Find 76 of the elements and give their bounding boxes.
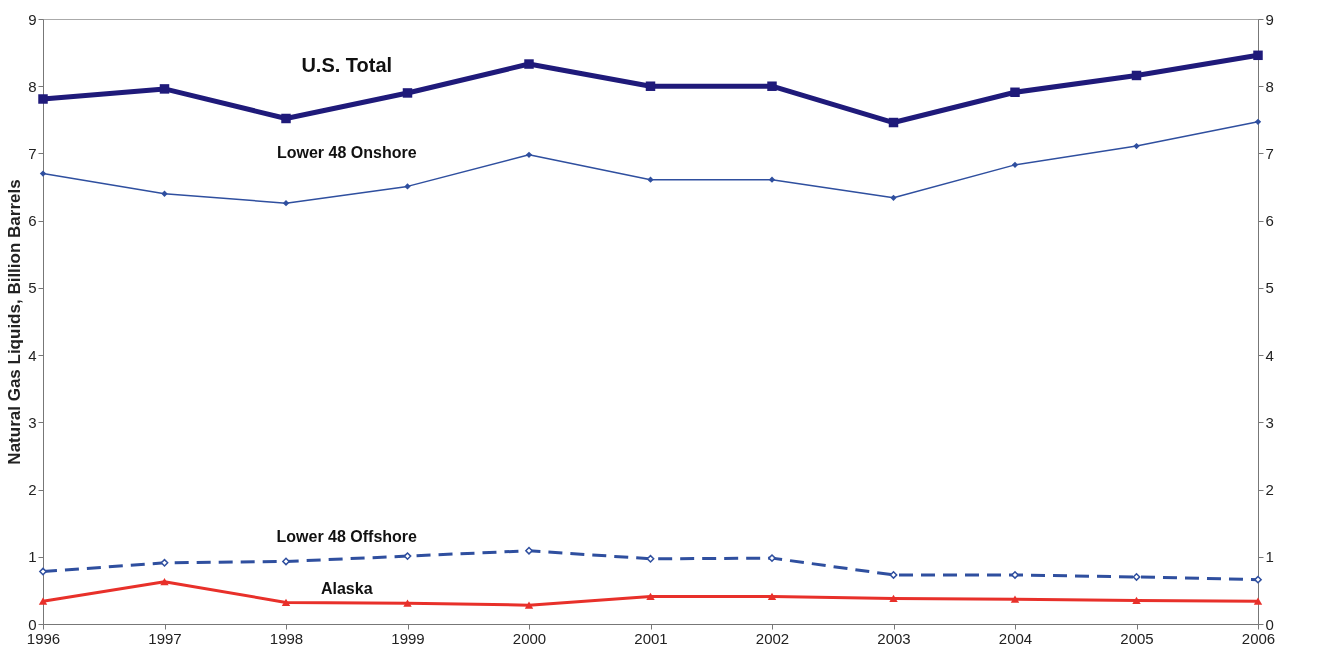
x-tick-label: 1997	[148, 629, 182, 647]
y2-tick-label: 3	[1265, 413, 1274, 431]
x-tick-label: 2001	[634, 629, 668, 647]
point	[160, 578, 169, 586]
point	[281, 598, 291, 607]
point	[889, 571, 898, 579]
y-tick-label: 9	[28, 10, 37, 28]
point	[1253, 50, 1263, 61]
point	[1132, 573, 1141, 581]
point	[768, 554, 776, 563]
x-tick-label: 2000	[512, 629, 547, 647]
y-tick-label: 8	[28, 77, 37, 95]
point	[403, 552, 412, 561]
x-tick-label: 2003	[877, 629, 911, 647]
point	[39, 170, 47, 177]
y2-tick-label: 2	[1265, 481, 1274, 499]
point	[39, 567, 47, 576]
series-label: Lower 48 Offshore	[276, 527, 418, 545]
point	[1253, 597, 1263, 605]
x-tick-label: 1999	[391, 629, 425, 647]
point	[768, 176, 776, 183]
series-label: Lower 48 Onshore	[276, 143, 417, 161]
y2-tick-label: 6	[1265, 212, 1274, 230]
point	[645, 81, 656, 91]
point	[1010, 87, 1020, 98]
x-tick-label: 1998	[269, 629, 304, 647]
y2-tick-label: 5	[1265, 279, 1274, 297]
point	[403, 599, 412, 607]
point	[282, 200, 290, 207]
series-label: U.S. Total	[301, 53, 393, 76]
point	[1011, 571, 1019, 579]
point	[1132, 596, 1141, 605]
y-tick-label: 4	[28, 346, 37, 364]
point	[282, 557, 290, 566]
series-label: Alaska	[320, 579, 373, 597]
point	[161, 190, 168, 197]
point	[1010, 595, 1020, 603]
point	[1254, 575, 1262, 584]
point	[159, 84, 170, 94]
y-tick-label: 7	[28, 144, 37, 162]
point	[646, 592, 655, 601]
point	[890, 194, 897, 201]
point	[525, 151, 533, 158]
point	[38, 94, 48, 104]
point	[1254, 118, 1262, 126]
y-tick-label: 2	[28, 481, 37, 499]
point	[646, 554, 655, 563]
y2-tick-label: 1	[1265, 548, 1274, 566]
x-tick-label: 2004	[998, 629, 1033, 647]
point	[767, 81, 777, 91]
point	[647, 176, 654, 183]
y2-tick-label: 8	[1265, 77, 1274, 95]
x-tick-label: 2005	[1120, 629, 1154, 647]
point	[402, 88, 413, 98]
y2-tick-label: 7	[1265, 144, 1274, 162]
y-axis-title: Natural Gas Liquids, Billion Barrels	[5, 179, 25, 465]
point	[889, 594, 898, 603]
point	[1133, 142, 1140, 150]
point	[767, 592, 777, 601]
point	[524, 601, 534, 609]
point	[1011, 161, 1019, 169]
y-tick-label: 3	[28, 413, 37, 431]
x-tick-label: 2002	[755, 629, 790, 647]
point	[525, 546, 533, 555]
y2-tick-label: 4	[1265, 346, 1274, 364]
y2-tick-label: 9	[1265, 10, 1274, 28]
y-tick-label: 6	[28, 212, 37, 230]
point	[160, 558, 169, 567]
point	[38, 597, 48, 605]
point	[1131, 70, 1142, 81]
y-tick-label: 5	[28, 279, 37, 297]
point	[888, 117, 899, 128]
point	[524, 59, 534, 69]
point	[404, 183, 411, 190]
point	[281, 113, 291, 124]
y-tick-label: 1	[28, 548, 37, 566]
